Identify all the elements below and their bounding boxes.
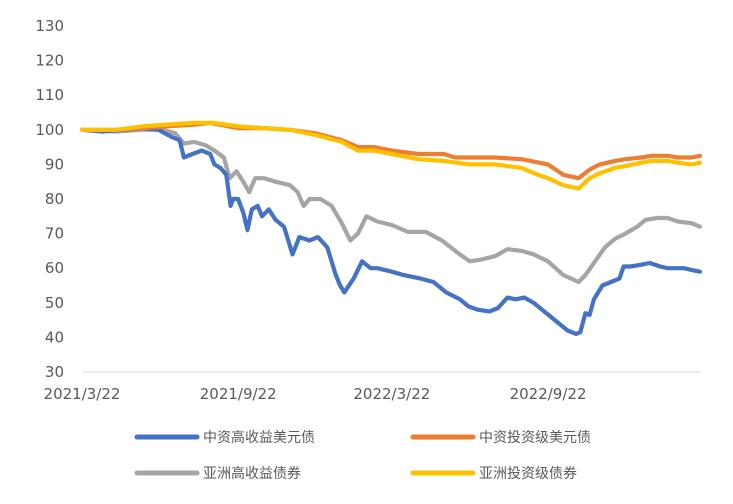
series-lines [79,120,703,336]
x-axis-labels: 2021/3/22 2021/9/22 2022/3/22 2022/9/22 [44,385,587,403]
series-line-2 [79,127,703,285]
y-tick-label: 130 [35,17,64,35]
x-tick-label: 2022/9/22 [510,385,587,403]
y-tick-label: 70 [45,225,64,243]
series-line-3 [79,120,703,191]
y-axis-labels: 30 40 50 60 70 80 90 100 110 120 130 [35,17,64,381]
series-line-0 [79,126,703,336]
legend-label: 亚洲投资级债券 [479,466,577,482]
x-tick-label: 2021/9/22 [200,385,277,403]
y-tick-label: 110 [35,86,64,104]
y-tick-label: 100 [35,121,64,139]
y-tick-label: 120 [35,52,64,70]
y-tick-label: 60 [45,259,64,277]
y-tick-label: 40 [45,328,64,346]
legend-label: 中资高收益美元债 [203,429,315,446]
x-tick-label: 2022/3/22 [353,385,430,403]
y-tick-label: 30 [45,363,64,381]
y-tick-label: 80 [45,190,64,208]
y-tick-label: 90 [45,155,64,173]
x-tick-label: 2021/3/22 [44,385,121,403]
legend-label: 中资投资级美元债 [479,430,591,446]
y-tick-label: 50 [45,294,64,312]
legend-label: 亚洲高收益债券 [203,465,301,482]
